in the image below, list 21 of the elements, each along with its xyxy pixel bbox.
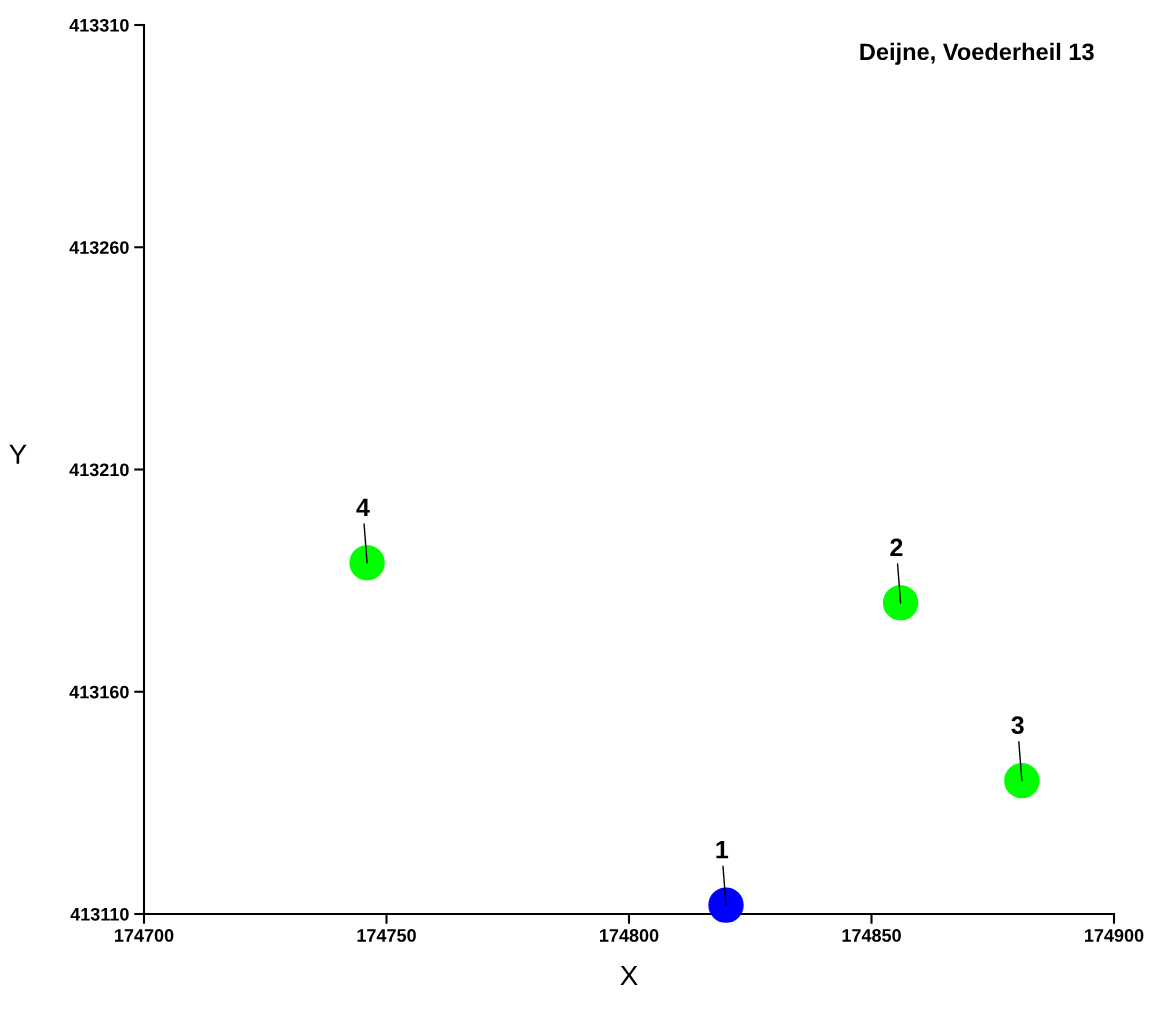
x-axis-title: X <box>620 965 638 985</box>
y-tick-label: 413260 <box>69 241 129 254</box>
y-tick-label: 413160 <box>69 685 129 699</box>
y-tick-label: 413210 <box>69 463 129 477</box>
x-tick-label: 174800 <box>600 929 659 942</box>
annotation: 2 <box>890 538 903 556</box>
x-tick-label: 174850 <box>842 929 901 942</box>
annotation: 1 <box>716 841 729 859</box>
annotation: 4 <box>356 498 370 516</box>
annotation: 3 <box>1011 716 1024 735</box>
x-tick-label: 174900 <box>1085 929 1144 942</box>
point <box>349 545 385 581</box>
y-tick-label: 413110 <box>70 907 129 921</box>
x-tick-label: 174750 <box>357 929 416 942</box>
y-axis-title: Y <box>9 444 27 464</box>
y-tick-label: 413310 <box>69 18 129 32</box>
point <box>882 585 919 621</box>
point <box>1004 762 1040 799</box>
text: Deijne, Voederheil 13 <box>860 42 1094 65</box>
x-tick-label: 174700 <box>115 929 174 942</box>
point <box>708 887 744 923</box>
